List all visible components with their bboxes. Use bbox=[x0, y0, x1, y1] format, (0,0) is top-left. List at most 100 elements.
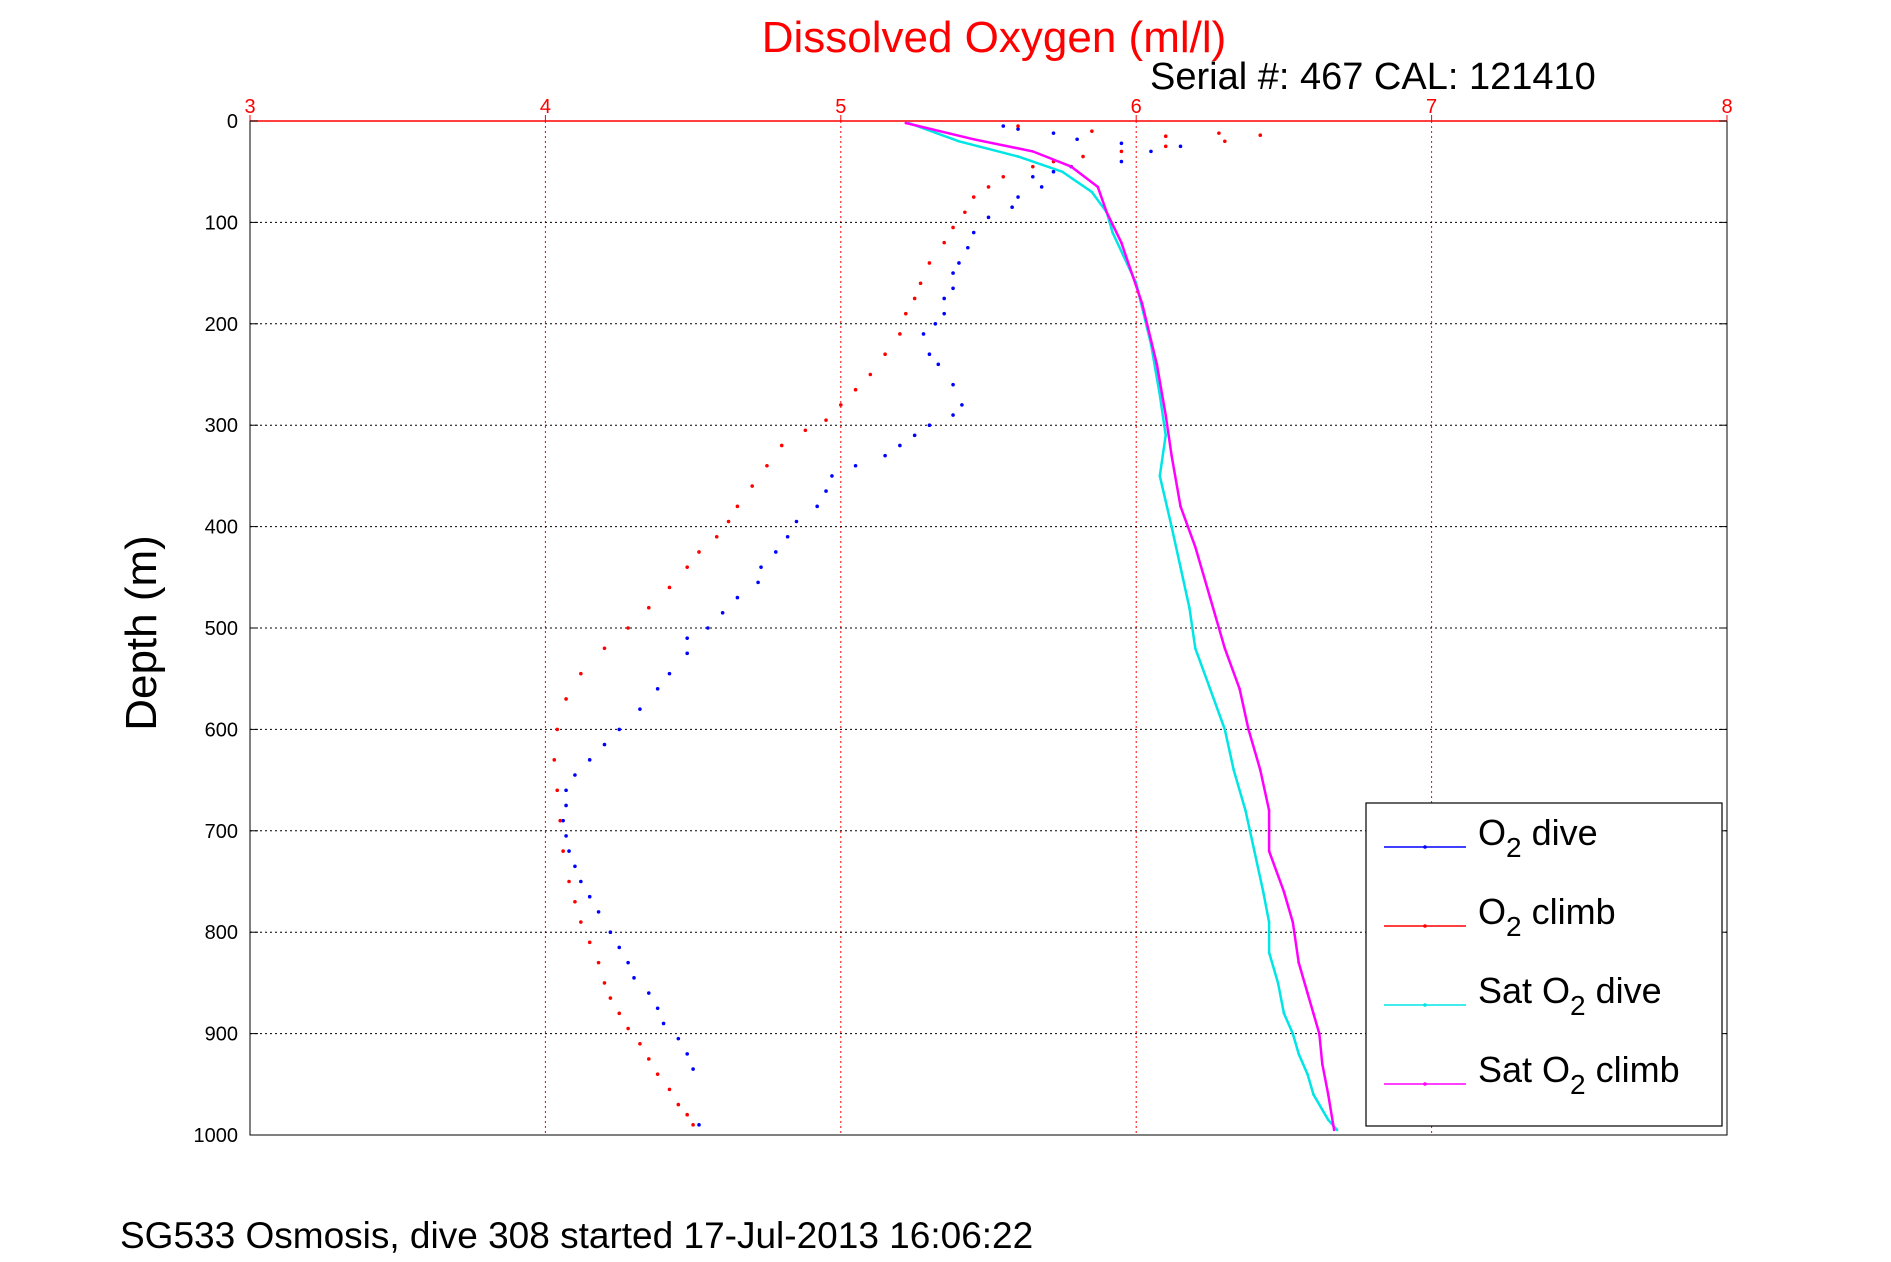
data-point bbox=[617, 727, 622, 732]
data-point bbox=[1119, 159, 1124, 164]
data-point bbox=[963, 210, 967, 215]
data-point bbox=[883, 352, 887, 357]
data-point bbox=[942, 296, 946, 301]
y-tick-label: 500 bbox=[205, 618, 238, 640]
data-point bbox=[759, 565, 763, 569]
data-point bbox=[1163, 144, 1168, 149]
data-point bbox=[1321, 1062, 1324, 1066]
data-point bbox=[1282, 1012, 1286, 1015]
legend-label: Sat O2 climb bbox=[1478, 1049, 1680, 1100]
data-point bbox=[1119, 141, 1124, 146]
data-point bbox=[912, 296, 917, 301]
axis-ticks: 3 4 5 6 7 8 0 100 200 300 400 500 600 700 800 900 1000 bbox=[194, 96, 1733, 1147]
data-point bbox=[667, 671, 672, 676]
legend-marker bbox=[1423, 1003, 1427, 1007]
data-point bbox=[567, 849, 571, 853]
data-point bbox=[1318, 1032, 1321, 1035]
x-tick-label: 3 bbox=[244, 96, 255, 118]
data-point bbox=[1096, 185, 1100, 189]
data-point bbox=[626, 626, 630, 630]
data-point bbox=[552, 758, 557, 762]
data-point bbox=[1282, 890, 1286, 893]
data-point bbox=[667, 585, 672, 590]
data-point bbox=[655, 1072, 660, 1076]
data-point bbox=[602, 646, 607, 651]
data-point bbox=[646, 605, 651, 610]
data-point bbox=[921, 332, 926, 336]
legend-marker bbox=[1423, 845, 1427, 849]
chart-title: Dissolved Oxygen (ml/l) bbox=[762, 13, 1227, 62]
data-point bbox=[1016, 127, 1020, 131]
y-axis-label: Depth (m) bbox=[117, 535, 166, 731]
data-point bbox=[903, 311, 908, 316]
data-point bbox=[1217, 131, 1221, 135]
data-point bbox=[1223, 646, 1227, 650]
data-point bbox=[735, 595, 740, 600]
data-point bbox=[1267, 920, 1271, 924]
data-point bbox=[957, 139, 961, 143]
data-point bbox=[1105, 210, 1108, 214]
data-point bbox=[1090, 190, 1094, 194]
data-point bbox=[691, 1123, 695, 1127]
data-point bbox=[617, 945, 622, 950]
data-point bbox=[1335, 1128, 1339, 1132]
data-point bbox=[1031, 174, 1035, 179]
data-point bbox=[1267, 849, 1271, 853]
series-o2-dive bbox=[561, 124, 1183, 1127]
data-point bbox=[972, 137, 976, 141]
data-point bbox=[1258, 133, 1263, 137]
data-point bbox=[853, 387, 858, 392]
data-point bbox=[1291, 920, 1295, 924]
data-point bbox=[868, 372, 873, 377]
x-tick-label: 8 bbox=[1721, 96, 1732, 118]
data-point bbox=[1193, 646, 1197, 650]
data-point bbox=[898, 332, 902, 336]
data-point bbox=[646, 1057, 651, 1061]
data-point bbox=[1326, 1118, 1330, 1122]
y-tick-label: 100 bbox=[205, 212, 238, 234]
data-point bbox=[765, 463, 769, 468]
data-point bbox=[960, 403, 964, 407]
footer-label: SG533 Osmosis, dive 308 started 17-Jul-2… bbox=[120, 1215, 1033, 1256]
data-point bbox=[1010, 205, 1014, 209]
data-point bbox=[726, 519, 731, 524]
data-point bbox=[824, 418, 828, 422]
legend: O2 dive O2 climb Sat O2 dive Sat O2 climb bbox=[1365, 802, 1723, 1127]
serial-label: Serial #: 467 CAL: 121410 bbox=[1150, 56, 1596, 98]
y-tick-label: 800 bbox=[205, 922, 238, 944]
data-point bbox=[1232, 768, 1235, 772]
legend-label: O2 climb bbox=[1478, 891, 1616, 942]
data-point bbox=[918, 281, 923, 286]
data-point bbox=[1051, 169, 1056, 174]
data-point bbox=[1321, 1108, 1324, 1111]
data-point bbox=[579, 879, 583, 884]
data-point bbox=[587, 894, 592, 899]
data-point bbox=[942, 240, 946, 245]
y-tick-label: 900 bbox=[205, 1024, 238, 1046]
data-point bbox=[1312, 1012, 1315, 1015]
data-point bbox=[1158, 393, 1162, 397]
data-point bbox=[561, 849, 565, 853]
data-point bbox=[927, 261, 932, 265]
data-point bbox=[1208, 687, 1212, 691]
data-point bbox=[1326, 1093, 1330, 1096]
data-point bbox=[714, 534, 719, 539]
x-tick-label: 7 bbox=[1426, 96, 1437, 118]
data-point bbox=[942, 311, 946, 316]
legend-box bbox=[1365, 802, 1723, 1127]
data-point bbox=[573, 864, 577, 869]
y-tick-label: 0 bbox=[227, 111, 238, 133]
data-point bbox=[1223, 139, 1227, 144]
data-point bbox=[561, 818, 565, 823]
data-point bbox=[1051, 131, 1056, 135]
data-point bbox=[1031, 150, 1035, 153]
data-point bbox=[1332, 1128, 1336, 1132]
data-point bbox=[1016, 195, 1020, 199]
data-point bbox=[904, 121, 908, 125]
data-point bbox=[602, 742, 607, 747]
data-point bbox=[1119, 149, 1124, 154]
data-point bbox=[794, 519, 799, 524]
data-point bbox=[617, 1011, 622, 1016]
y-tick-label: 600 bbox=[205, 719, 238, 741]
